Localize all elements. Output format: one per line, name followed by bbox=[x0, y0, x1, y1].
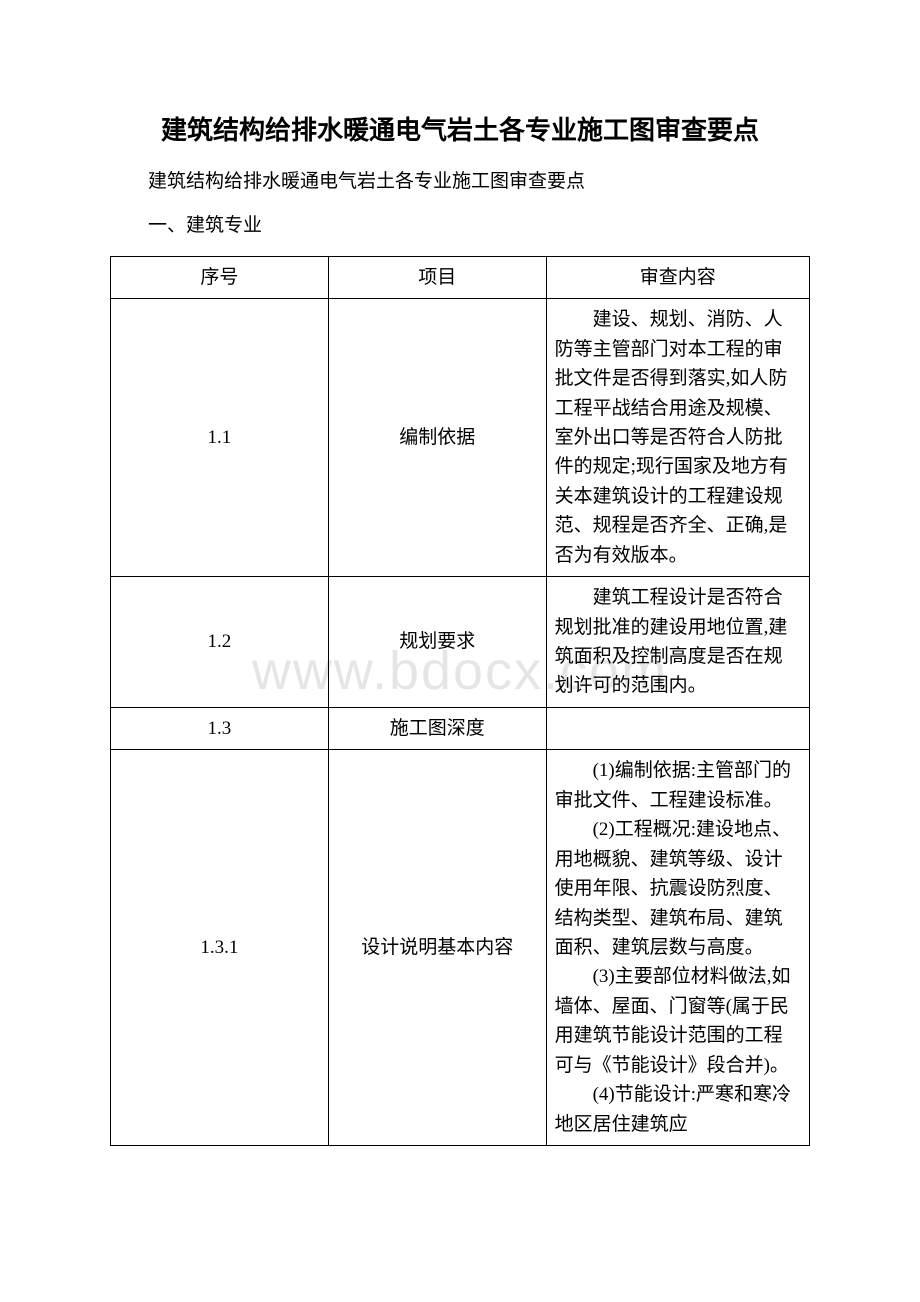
table-header-row: 序号 项目 审查内容 bbox=[111, 256, 810, 298]
cell-seq: 1.2 bbox=[111, 577, 329, 708]
cell-item: 规划要求 bbox=[328, 577, 546, 708]
cell-seq: 1.3.1 bbox=[111, 750, 329, 1146]
header-item: 项目 bbox=[328, 256, 546, 298]
cell-content bbox=[546, 707, 809, 749]
content-para: 建筑工程设计是否符合规划批准的建设用地位置,建筑面积及控制高度是否在规划许可的范… bbox=[555, 583, 801, 701]
cell-seq: 1.1 bbox=[111, 299, 329, 577]
content-para: (1)编制依据:主管部门的审批文件、工程建设标准。 bbox=[555, 756, 801, 815]
cell-content: 建设、规划、消防、人防等主管部门对本工程的审批文件是否得到落实,如人防工程平战结… bbox=[546, 299, 809, 577]
table-row: 1.1 编制依据 建设、规划、消防、人防等主管部门对本工程的审批文件是否得到落实… bbox=[111, 299, 810, 577]
header-seq: 序号 bbox=[111, 256, 329, 298]
cell-content: 建筑工程设计是否符合规划批准的建设用地位置,建筑面积及控制高度是否在规划许可的范… bbox=[546, 577, 809, 708]
subtitle-text: 建筑结构给排水暖通电气岩土各专业施工图审查要点 bbox=[110, 167, 810, 197]
cell-item: 施工图深度 bbox=[328, 707, 546, 749]
page-title: 建筑结构给排水暖通电气岩土各专业施工图审查要点 bbox=[110, 110, 810, 147]
review-points-table: 序号 项目 审查内容 1.1 编制依据 建设、规划、消防、人防等主管部门对本工程… bbox=[110, 256, 810, 1146]
table-row: 1.3 施工图深度 bbox=[111, 707, 810, 749]
content-para: (2)工程概况:建设地点、用地概貌、建筑等级、设计使用年限、抗震设防烈度、结构类… bbox=[555, 815, 801, 962]
section-heading: 一、建筑专业 bbox=[110, 211, 810, 241]
document-page: www.bdocx.com 建筑结构给排水暖通电气岩土各专业施工图审查要点 建筑… bbox=[0, 0, 920, 1146]
content-para: (4)节能设计:严寒和寒冷地区居住建筑应 bbox=[555, 1080, 801, 1139]
header-content: 审查内容 bbox=[546, 256, 809, 298]
table-row: 1.3.1 设计说明基本内容 (1)编制依据:主管部门的审批文件、工程建设标准。… bbox=[111, 750, 810, 1146]
table-row: 1.2 规划要求 建筑工程设计是否符合规划批准的建设用地位置,建筑面积及控制高度… bbox=[111, 577, 810, 708]
cell-content: (1)编制依据:主管部门的审批文件、工程建设标准。 (2)工程概况:建设地点、用… bbox=[546, 750, 809, 1146]
cell-item: 设计说明基本内容 bbox=[328, 750, 546, 1146]
cell-seq: 1.3 bbox=[111, 707, 329, 749]
content-para: 建设、规划、消防、人防等主管部门对本工程的审批文件是否得到落实,如人防工程平战结… bbox=[555, 305, 801, 570]
content-para: (3)主要部位材料做法,如墙体、屋面、门窗等(属于民用建筑节能设计范围的工程可与… bbox=[555, 962, 801, 1080]
cell-item: 编制依据 bbox=[328, 299, 546, 577]
